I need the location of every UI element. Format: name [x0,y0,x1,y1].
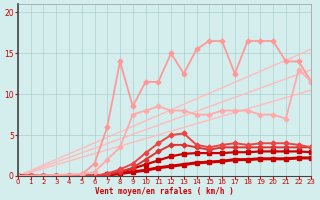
X-axis label: Vent moyen/en rafales ( km/h ): Vent moyen/en rafales ( km/h ) [95,187,234,196]
